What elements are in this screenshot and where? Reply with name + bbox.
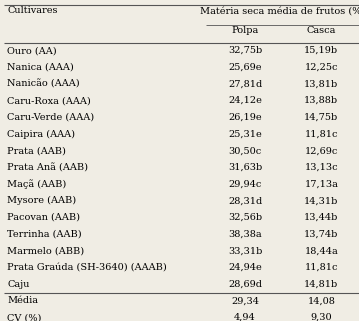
Text: 13,44b: 13,44b: [304, 213, 339, 222]
Text: 26,19e: 26,19e: [228, 113, 262, 122]
Text: Mysore (AAB): Mysore (AAB): [7, 196, 76, 205]
Text: 29,94c: 29,94c: [228, 179, 262, 188]
Text: 25,69e: 25,69e: [228, 63, 262, 72]
Text: 14,75b: 14,75b: [304, 113, 339, 122]
Text: 13,81b: 13,81b: [304, 79, 339, 88]
Text: Nanica (AAA): Nanica (AAA): [7, 63, 74, 72]
Text: 12,69c: 12,69c: [305, 146, 338, 155]
Text: 9,30: 9,30: [311, 313, 332, 321]
Text: Caipira (AAA): Caipira (AAA): [7, 129, 75, 139]
Text: 29,34: 29,34: [231, 296, 259, 305]
Text: Prata Graúda (SH-3640) (AAAB): Prata Graúda (SH-3640) (AAAB): [7, 263, 167, 272]
Text: Marmelo (ABB): Marmelo (ABB): [7, 246, 84, 255]
Text: 25,31e: 25,31e: [228, 129, 262, 138]
Text: 14,81b: 14,81b: [304, 280, 339, 289]
Text: 28,31d: 28,31d: [228, 196, 262, 205]
Text: 38,38a: 38,38a: [228, 230, 262, 239]
Text: Pacovan (AAB): Pacovan (AAB): [7, 213, 80, 222]
Text: 13,13c: 13,13c: [304, 163, 338, 172]
Text: 32,56b: 32,56b: [228, 213, 262, 222]
Text: 28,69d: 28,69d: [228, 280, 262, 289]
Text: Prata Anã (AAB): Prata Anã (AAB): [7, 163, 88, 172]
Text: 13,88b: 13,88b: [304, 96, 339, 105]
Text: Caru-Verde (AAA): Caru-Verde (AAA): [7, 113, 94, 122]
Text: 15,19b: 15,19b: [304, 46, 339, 55]
Text: 11,81c: 11,81c: [304, 263, 338, 272]
Text: 14,08: 14,08: [307, 296, 335, 305]
Text: 14,31b: 14,31b: [304, 196, 339, 205]
Text: 32,75b: 32,75b: [228, 46, 262, 55]
Text: Prata (AAB): Prata (AAB): [7, 146, 66, 155]
Text: Casca: Casca: [307, 26, 336, 35]
Text: CV (%): CV (%): [7, 313, 42, 321]
Text: Nanicão (AAA): Nanicão (AAA): [7, 79, 80, 89]
Text: Média: Média: [7, 296, 38, 305]
Text: Terrinha (AAB): Terrinha (AAB): [7, 230, 82, 239]
Text: 18,44a: 18,44a: [304, 246, 338, 255]
Text: 31,63b: 31,63b: [228, 163, 262, 172]
Text: Ouro (AA): Ouro (AA): [7, 46, 57, 55]
Text: 4,94: 4,94: [234, 313, 256, 321]
Text: 27,81d: 27,81d: [228, 79, 262, 88]
Text: 24,94e: 24,94e: [228, 263, 262, 272]
Text: 33,31b: 33,31b: [228, 246, 262, 255]
Text: Polpa: Polpa: [232, 26, 258, 35]
Text: 24,12e: 24,12e: [228, 96, 262, 105]
Text: Maçã (AAB): Maçã (AAB): [7, 179, 66, 189]
Text: 11,81c: 11,81c: [304, 129, 338, 138]
Text: Matéria seca média de frutos (%): Matéria seca média de frutos (%): [200, 6, 359, 15]
Text: 17,13a: 17,13a: [304, 179, 338, 188]
Text: 12,25c: 12,25c: [304, 63, 338, 72]
Text: Caru-Roxa (AAA): Caru-Roxa (AAA): [7, 96, 91, 105]
Text: 30,50c: 30,50c: [228, 146, 262, 155]
Text: Cultivares: Cultivares: [7, 6, 58, 15]
Text: 13,74b: 13,74b: [304, 230, 339, 239]
Text: Caju: Caju: [7, 280, 30, 289]
